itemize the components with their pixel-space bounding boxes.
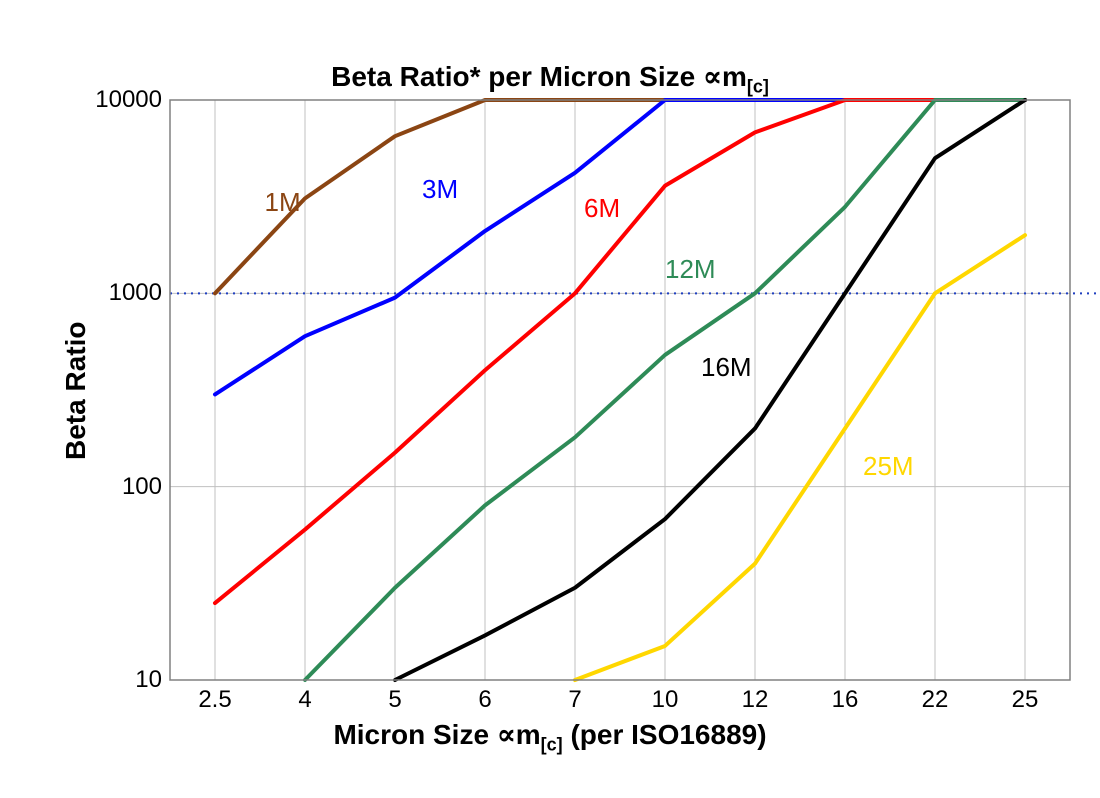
x-tick-label: 10: [635, 686, 695, 714]
series-label: 6M: [584, 193, 620, 224]
chart-svg: [0, 0, 1100, 798]
chart-container: Beta Ratio* per Micron Size ∝m[c] Beta R…: [0, 0, 1100, 798]
x-tick-label: 12: [725, 686, 785, 714]
series-label: 3M: [422, 174, 458, 205]
series-label: 1M: [265, 187, 301, 218]
x-tick-label: 4: [275, 686, 335, 714]
x-tick-label: 25: [995, 686, 1055, 714]
x-tick-label: 16: [815, 686, 875, 714]
x-tick-label: 22: [905, 686, 965, 714]
y-tick-label: 10000: [95, 86, 162, 114]
series-label: 12M: [665, 254, 716, 285]
x-tick-label: 5: [365, 686, 425, 714]
series-label: 16M: [701, 352, 752, 383]
x-tick-label: 7: [545, 686, 605, 714]
y-tick-label: 1000: [109, 279, 162, 307]
x-tick-label: 6: [455, 686, 515, 714]
y-tick-label: 10: [135, 666, 162, 694]
x-tick-label: 2.5: [185, 686, 245, 714]
series-label: 25M: [863, 451, 914, 482]
y-tick-label: 100: [122, 473, 162, 501]
